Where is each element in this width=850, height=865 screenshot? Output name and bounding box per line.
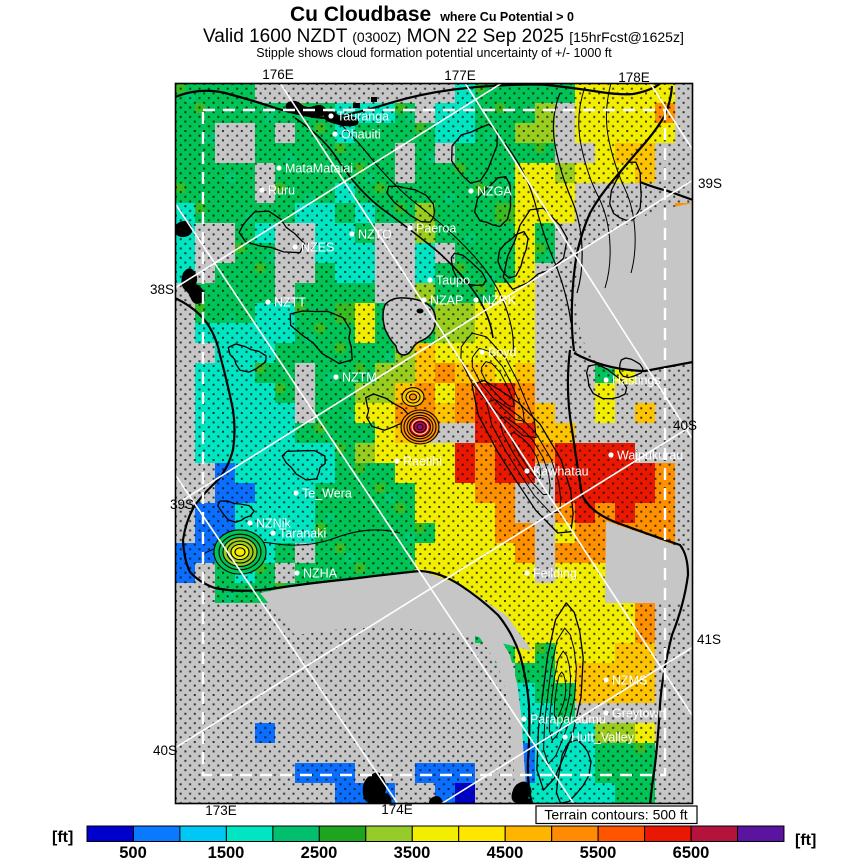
svg-text:40S: 40S	[673, 418, 697, 433]
svg-text:Valid 1600 NZDT (0300Z) MON 22: Valid 1600 NZDT (0300Z) MON 22 Sep 2025 …	[203, 26, 684, 47]
svg-text:Te_Wera: Te_Wera	[302, 487, 352, 501]
svg-text:2500: 2500	[301, 844, 338, 860]
svg-text:500: 500	[119, 844, 147, 860]
svg-text:Waipukurau: Waipukurau	[617, 449, 683, 463]
svg-text:3500: 3500	[394, 844, 431, 860]
svg-text:40S: 40S	[153, 743, 177, 758]
svg-text:39S: 39S	[170, 497, 194, 512]
svg-text:NZAP: NZAP	[430, 294, 463, 308]
svg-text:NZRK: NZRK	[482, 294, 517, 308]
svg-text:4500: 4500	[487, 844, 524, 860]
svg-text:1500: 1500	[208, 844, 245, 860]
svg-text:Terrain contours: 500 ft: Terrain contours: 500 ft	[544, 807, 687, 823]
svg-text:39S: 39S	[698, 176, 722, 191]
svg-text:NZTT: NZTT	[274, 296, 306, 310]
svg-text:NZHA: NZHA	[303, 567, 338, 581]
svg-text:41S: 41S	[697, 632, 721, 647]
svg-text:6500: 6500	[673, 844, 710, 860]
svg-text:Raetihi: Raetihi	[403, 455, 442, 469]
svg-text:176E: 176E	[262, 67, 294, 82]
svg-text:NZGA: NZGA	[477, 185, 512, 199]
svg-text:NZNik: NZNik	[256, 517, 291, 531]
svg-text:173E: 173E	[205, 803, 237, 818]
svg-text:Boyd: Boyd	[488, 346, 517, 360]
svg-text:Taupo: Taupo	[436, 274, 470, 288]
svg-text:178E: 178E	[618, 70, 650, 85]
svg-text:Paeroa: Paeroa	[416, 222, 456, 236]
svg-text:[ft]: [ft]	[795, 832, 816, 849]
svg-text:Tauranga: Tauranga	[337, 110, 389, 124]
svg-text:38S: 38S	[150, 282, 174, 297]
svg-text:Feilding: Feilding	[533, 567, 577, 581]
svg-text:NZTO: NZTO	[358, 228, 392, 242]
svg-text:NZES: NZES	[301, 241, 334, 255]
svg-text:Ruru: Ruru	[268, 184, 295, 198]
svg-text:Paraparaumu: Paraparaumu	[530, 713, 606, 727]
svg-text:Ohauiti: Ohauiti	[341, 128, 381, 142]
svg-text:Taranaki: Taranaki	[279, 527, 326, 541]
svg-text:5500: 5500	[580, 844, 617, 860]
svg-text:NZTM: NZTM	[342, 371, 377, 385]
svg-text:[ft]: [ft]	[52, 829, 73, 846]
svg-text:NZMS: NZMS	[612, 674, 647, 688]
svg-text:Hastings: Hastings	[612, 374, 661, 388]
svg-text:Stipple shows cloud formation: Stipple shows cloud formation potential …	[256, 46, 612, 60]
svg-text:MataMataiai: MataMataiai	[285, 162, 353, 176]
svg-text:174E: 174E	[381, 802, 413, 817]
svg-text:Hutt_Valley: Hutt_Valley	[571, 731, 635, 745]
svg-text:Greytown: Greytown	[612, 707, 666, 721]
svg-text:Kawhatau: Kawhatau	[533, 465, 589, 479]
svg-text:177E: 177E	[444, 68, 476, 83]
